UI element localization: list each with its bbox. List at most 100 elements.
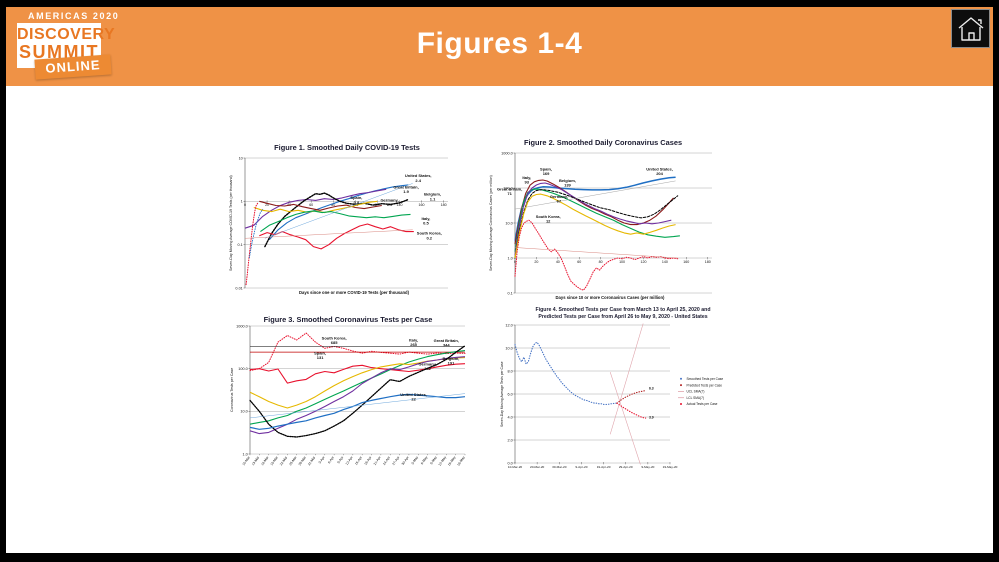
svg-text:Belgium,191: Belgium, 191 [443, 356, 460, 366]
figure-4: 12.0 10.0 8.0 6.0 4.0 2.0 0.0 10-Mar-20 20-Mar-2… [498, 306, 748, 476]
svg-text:20-Mar-20: 20-Mar-20 [530, 465, 545, 469]
svg-text:4.0: 4.0 [508, 415, 513, 419]
figure-4-title-line-1: Figure 4. Smoothed Tests per Case from M… [535, 307, 711, 313]
figure-1-y-axis-label: Seven-Day Moving Average COVID-19 Tests … [229, 175, 233, 271]
figure-2-title: Figure 2. Smoothed Daily Coronavirus Cas… [523, 138, 683, 147]
svg-text:Germany,1.0: Germany, 1.0 [380, 197, 398, 207]
svg-text:Great Britain,344: Great Britain, 344 [434, 338, 459, 348]
svg-text:20: 20 [534, 260, 538, 264]
svg-text:1000.0: 1000.0 [236, 324, 248, 328]
svg-text:Predicted Tests per Case: Predicted Tests per Case [687, 383, 723, 387]
svg-text:18-May: 18-May [456, 455, 466, 467]
svg-text:2.0: 2.0 [508, 438, 513, 442]
svg-text:120: 120 [640, 260, 646, 264]
home-icon [958, 16, 983, 41]
page-title: Figures 1-4 [416, 27, 583, 60]
svg-text:United States,2.4: United States, 2.4 [405, 173, 432, 183]
svg-text:0.0: 0.0 [508, 461, 513, 465]
svg-text:12-Apr: 12-Apr [345, 455, 354, 466]
figure-2-x-axis-label: Days since 10 or more Coronavirus Cases … [555, 295, 665, 300]
svg-text:30-Mar-20: 30-Mar-20 [552, 465, 567, 469]
svg-text:Spain,131: Spain, 131 [314, 350, 326, 360]
svg-text:Great Britain,71: Great Britain, 71 [497, 186, 522, 196]
svg-text:Great Britain,1.9: Great Britain, 1.9 [393, 184, 418, 194]
svg-text:140: 140 [662, 260, 668, 264]
svg-text:Spain,169: Spain, 169 [540, 166, 552, 176]
svg-text:60: 60 [309, 203, 313, 207]
svg-text:25-Mar: 25-Mar [288, 455, 298, 467]
svg-text:Spain,0.8: Spain, 0.8 [350, 195, 362, 205]
figure-3-plot: 1000.0 100.0 10.0 1.010-Mar 13-Mar 16-Mar 19-M… [236, 324, 466, 467]
figure-2-plot: 1000.0 100.0 10.0 1.0 0.1 0 20 40 60 80 100 120 140 1… [497, 151, 712, 295]
svg-text:18-Apr: 18-Apr [363, 455, 372, 466]
svg-text:21-Apr: 21-Apr [373, 455, 382, 466]
svg-text:0.1: 0.1 [508, 291, 513, 295]
svg-text:1: 1 [241, 200, 243, 204]
svg-text:Italy,265: Italy, 265 [409, 338, 418, 348]
svg-text:9-Apr: 9-Apr [336, 455, 344, 465]
svg-text:12.0: 12.0 [505, 323, 512, 327]
home-button[interactable] [951, 9, 990, 48]
svg-text:15-Apr: 15-Apr [354, 455, 363, 466]
svg-text:Smoothed Tests per Case: Smoothed Tests per Case [687, 377, 724, 381]
svg-text:180: 180 [441, 203, 447, 207]
svg-text:40: 40 [556, 260, 560, 264]
figure-4-y-axis-label: Seven-Day Moving Average Tests per Case [500, 361, 504, 427]
svg-text:160: 160 [683, 260, 689, 264]
svg-text:1.0: 1.0 [508, 256, 513, 260]
svg-text:120: 120 [374, 203, 380, 207]
svg-text:LCL SMA(7): LCL SMA(7) [687, 396, 704, 400]
svg-text:20: 20 [265, 203, 269, 207]
svg-text:10.0: 10.0 [505, 346, 512, 350]
svg-text:United States,204: United States, 204 [646, 166, 673, 176]
svg-text:19-Mar: 19-Mar [270, 455, 280, 467]
svg-text:12-May: 12-May [438, 455, 448, 467]
svg-text:3-Apr: 3-Apr [318, 455, 326, 465]
svg-text:30-Apr: 30-Apr [401, 455, 410, 466]
svg-text:3-May: 3-May [411, 455, 420, 465]
svg-text:1.0: 1.0 [243, 452, 248, 456]
svg-text:Actual Tests per Case: Actual Tests per Case [687, 402, 718, 406]
svg-text:10.0: 10.0 [240, 410, 247, 414]
svg-text:29-Apr-20: 29-Apr-20 [619, 465, 633, 469]
svg-text:1000.0: 1000.0 [501, 151, 513, 155]
svg-text:100: 100 [619, 260, 625, 264]
svg-text:10.0: 10.0 [505, 221, 512, 225]
svg-text:South Korea,0.2: South Korea, 0.2 [417, 231, 442, 241]
slide-header: AMERICAS 2020 DISCOVERY SUMMIT ONLINE Fi… [6, 7, 993, 86]
svg-text:28-Mar: 28-Mar [298, 455, 308, 467]
svg-text:100.0: 100.0 [503, 186, 513, 190]
figure-4-plot: 12.0 10.0 8.0 6.0 4.0 2.0 0.010-Mar-20 20-Mar-2… [505, 323, 724, 469]
svg-text:3.9: 3.9 [649, 416, 654, 420]
svg-text:9-Apr-20: 9-Apr-20 [575, 465, 587, 469]
logo-tagline: AMERICAS 2020 [28, 11, 120, 21]
svg-text:Italy,0.5: Italy, 0.5 [422, 216, 431, 226]
figure-1-title: Figure 1. Smoothed Daily COVID-19 Tests [274, 143, 420, 152]
slide-content [6, 86, 993, 553]
figure-2: 1000.0 100.0 10.0 1.0 0.1 0 20 40 60 80 100 120 140 1… [488, 137, 718, 305]
svg-text:6.0: 6.0 [508, 392, 513, 396]
svg-text:27-Apr: 27-Apr [391, 455, 400, 466]
figure-2-y-axis-label: Seven-Day Moving Average Coronavirus Cas… [489, 175, 493, 271]
slide: AMERICAS 2020 DISCOVERY SUMMIT ONLINE Fi… [6, 7, 993, 553]
figure-3-y-axis-label: Coronavirus Tests per Case [230, 367, 234, 413]
svg-text:0.1: 0.1 [238, 243, 243, 247]
svg-text:10: 10 [239, 156, 243, 160]
svg-text:140: 140 [396, 203, 402, 207]
svg-text:15-May: 15-May [447, 455, 457, 467]
figure-3-title: Figure 3. Smoothed Coronavirus Tests per… [263, 315, 433, 324]
svg-text:Belgium,139: Belgium, 139 [559, 178, 576, 188]
svg-text:180: 180 [705, 260, 711, 264]
svg-text:9-May-20: 9-May-20 [641, 465, 654, 469]
svg-text:22-Mar: 22-Mar [279, 455, 289, 467]
svg-text:9-May: 9-May [429, 455, 438, 465]
svg-text:13-Mar: 13-Mar [251, 455, 261, 467]
svg-text:10-Mar-20: 10-Mar-20 [508, 465, 523, 469]
svg-text:Italy,93: Italy, 93 [522, 175, 531, 185]
svg-text:Germany,67: Germany, 67 [550, 194, 568, 204]
figure-3: 1000.0 100.0 10.0 1.0 10-Mar 13-Mar 16-Mar 19-M… [228, 313, 468, 477]
svg-text:6.3: 6.3 [649, 386, 654, 390]
svg-text:80: 80 [331, 203, 335, 207]
svg-text:19-May-20: 19-May-20 [663, 465, 678, 469]
